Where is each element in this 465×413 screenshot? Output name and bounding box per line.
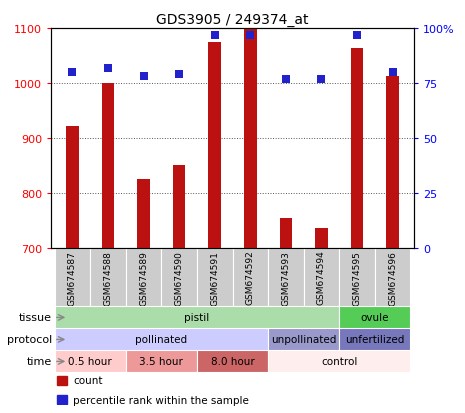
- Bar: [55, 248, 90, 307]
- Text: GSM674588: GSM674588: [104, 250, 113, 305]
- Point: [175, 72, 183, 78]
- Text: percentile rank within the sample: percentile rank within the sample: [73, 395, 249, 405]
- Text: GSM674594: GSM674594: [317, 250, 326, 305]
- Point: [353, 32, 361, 39]
- Bar: [208, 43, 221, 248]
- Bar: [339, 307, 410, 329]
- Bar: [375, 248, 410, 307]
- Text: GSM674590: GSM674590: [175, 250, 184, 305]
- Bar: [55, 351, 126, 373]
- Bar: [102, 84, 114, 248]
- Title: GDS3905 / 249374_at: GDS3905 / 249374_at: [156, 12, 309, 26]
- Text: unpollinated: unpollinated: [271, 335, 336, 344]
- Bar: [57, 376, 67, 385]
- Bar: [161, 248, 197, 307]
- Text: GSM674595: GSM674595: [352, 250, 361, 305]
- Bar: [268, 329, 339, 351]
- Text: count: count: [73, 375, 102, 386]
- Bar: [339, 248, 375, 307]
- Text: pistil: pistil: [184, 313, 210, 323]
- Text: pollinated: pollinated: [135, 335, 187, 344]
- Point: [389, 69, 396, 76]
- Text: GSM674591: GSM674591: [210, 250, 219, 305]
- Point: [104, 65, 112, 72]
- Point: [246, 32, 254, 39]
- Bar: [315, 228, 328, 248]
- Text: 8.0 hour: 8.0 hour: [211, 356, 254, 366]
- Text: GSM674587: GSM674587: [68, 250, 77, 305]
- Text: 0.5 hour: 0.5 hour: [68, 356, 112, 366]
- Text: GSM674592: GSM674592: [246, 250, 255, 305]
- Bar: [304, 248, 339, 307]
- Text: GSM674589: GSM674589: [139, 250, 148, 305]
- Bar: [55, 329, 268, 351]
- Text: protocol: protocol: [7, 335, 52, 344]
- Bar: [197, 248, 232, 307]
- Text: unfertilized: unfertilized: [345, 335, 405, 344]
- Bar: [126, 351, 197, 373]
- Text: control: control: [321, 356, 358, 366]
- Bar: [244, 29, 257, 248]
- Point: [318, 76, 325, 83]
- Text: time: time: [27, 356, 52, 366]
- Bar: [57, 395, 67, 404]
- Point: [211, 32, 219, 39]
- Text: GSM674596: GSM674596: [388, 250, 397, 305]
- Bar: [137, 179, 150, 248]
- Bar: [66, 127, 79, 248]
- Point: [140, 74, 147, 81]
- Bar: [386, 77, 399, 248]
- Bar: [268, 248, 304, 307]
- Text: ovule: ovule: [360, 313, 389, 323]
- Bar: [173, 166, 186, 248]
- Bar: [55, 307, 339, 329]
- Bar: [126, 248, 161, 307]
- Point: [69, 69, 76, 76]
- Bar: [279, 219, 292, 248]
- Text: 3.5 hour: 3.5 hour: [140, 356, 183, 366]
- Bar: [339, 329, 410, 351]
- Point: [282, 76, 290, 83]
- Bar: [351, 49, 363, 248]
- Bar: [197, 351, 268, 373]
- Bar: [232, 248, 268, 307]
- Text: GSM674593: GSM674593: [281, 250, 290, 305]
- Bar: [268, 351, 410, 373]
- Bar: [90, 248, 126, 307]
- Text: tissue: tissue: [19, 313, 52, 323]
